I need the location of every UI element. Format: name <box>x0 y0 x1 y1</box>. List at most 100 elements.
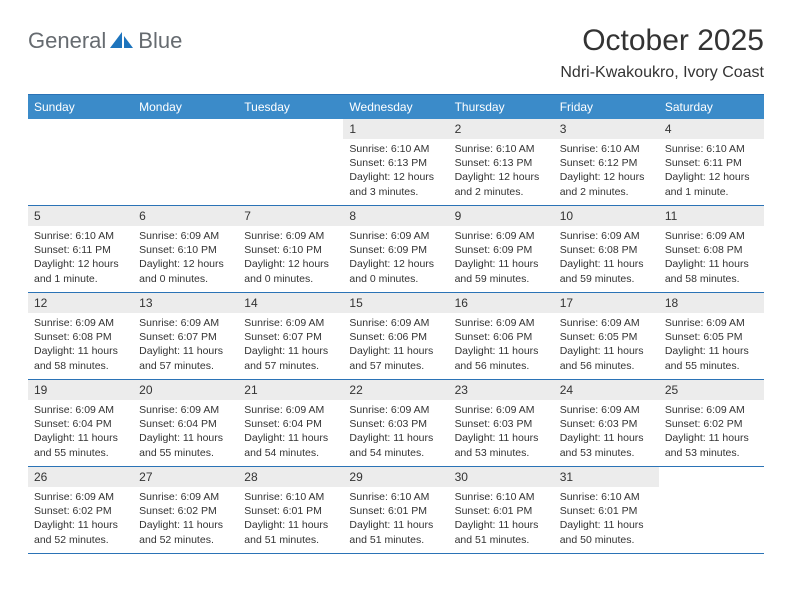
header: General Blue October 2025 Ndri-Kwakoukro… <box>28 24 764 82</box>
calendar-day: 24 Sunrise: 6:09 AMSunset: 6:03 PMDayligh… <box>554 380 659 466</box>
calendar-day: 7Sunrise: 6:09 AMSunset: 6:10 PMDaylight… <box>238 206 343 292</box>
day-number-row: 26 <box>28 467 133 487</box>
day-details: Sunrise: 6:09 AMSunset: 6:02 PMDaylight:… <box>659 400 764 460</box>
sunset-text: Sunset: 6:05 PM <box>665 330 758 344</box>
sunrise-text: Sunrise: 6:09 AM <box>139 316 232 330</box>
day-details: Sunrise: 6:09 AMSunset: 6:08 PMDaylight:… <box>554 226 659 286</box>
daylight-text: Daylight: 12 hours and 2 minutes. <box>560 170 653 198</box>
brand-sail-icon <box>110 32 136 50</box>
calendar-day: 9Sunrise: 6:09 AMSunset: 6:09 PMDaylight… <box>449 206 554 292</box>
calendar-day: 11Sunrise: 6:09 AMSunset: 6:08 PMDayligh… <box>659 206 764 292</box>
day-details: Sunrise: 6:10 AMSunset: 6:13 PMDaylight:… <box>449 139 554 199</box>
day-number-row: 16 <box>449 293 554 313</box>
day-number: 30 <box>455 470 548 484</box>
calendar-day: 5 Sunrise: 6:10 AMSunset: 6:11 PMDaylight… <box>28 206 133 292</box>
day-details: Sunrise: 6:09 AMSunset: 6:08 PMDaylight:… <box>28 313 133 373</box>
sunrise-text: Sunrise: 6:09 AM <box>349 316 442 330</box>
day-number: 24 <box>560 383 653 397</box>
title-block: October 2025 Ndri-Kwakoukro, Ivory Coast <box>560 24 764 82</box>
calendar-day-blank <box>238 119 343 205</box>
day-number: 23 <box>455 383 548 397</box>
page-subtitle: Ndri-Kwakoukro, Ivory Coast <box>560 64 764 82</box>
weekday-sunday: Sunday <box>28 95 133 119</box>
day-number-row: 11 <box>659 206 764 226</box>
daylight-text: Daylight: 12 hours and 0 minutes. <box>349 257 442 285</box>
daylight-text: Daylight: 11 hours and 55 minutes. <box>34 431 127 459</box>
sunrise-text: Sunrise: 6:10 AM <box>34 229 127 243</box>
daylight-text: Daylight: 12 hours and 0 minutes. <box>244 257 337 285</box>
calendar-day: 19Sunrise: 6:09 AMSunset: 6:04 PMDayligh… <box>28 380 133 466</box>
calendar-day: 8Sunrise: 6:09 AMSunset: 6:09 PMDaylight… <box>343 206 448 292</box>
calendar-day: 10Sunrise: 6:09 AMSunset: 6:08 PMDayligh… <box>554 206 659 292</box>
day-number: 27 <box>139 470 232 484</box>
day-details: Sunrise: 6:10 AMSunset: 6:01 PMDaylight:… <box>238 487 343 547</box>
daylight-text: Daylight: 11 hours and 55 minutes. <box>139 431 232 459</box>
sunset-text: Sunset: 6:07 PM <box>244 330 337 344</box>
daylight-text: Daylight: 11 hours and 58 minutes. <box>34 344 127 372</box>
day-number-row: 27 <box>133 467 238 487</box>
daylight-text: Daylight: 11 hours and 54 minutes. <box>349 431 442 459</box>
calendar-week: 5Sunrise: 6:10 AMSunset: 6:11 PMDaylight… <box>28 206 764 293</box>
weekday-monday: Monday <box>133 95 238 119</box>
day-details: Sunrise: 6:10 AMSunset: 6:12 PMDaylight:… <box>554 139 659 199</box>
calendar-week: 12Sunrise: 6:09 AMSunset: 6:08 PMDayligh… <box>28 293 764 380</box>
day-details: Sunrise: 6:09 AMSunset: 6:03 PMDaylight:… <box>343 400 448 460</box>
sunset-text: Sunset: 6:09 PM <box>455 243 548 257</box>
day-details: Sunrise: 6:09 AMSunset: 6:09 PMDaylight:… <box>449 226 554 286</box>
calendar-day: 4Sunrise: 6:10 AMSunset: 6:11 PMDaylight… <box>659 119 764 205</box>
daylight-text: Daylight: 11 hours and 59 minutes. <box>455 257 548 285</box>
day-details: Sunrise: 6:09 AMSunset: 6:02 PMDaylight:… <box>28 487 133 547</box>
sunrise-text: Sunrise: 6:09 AM <box>244 403 337 417</box>
sunset-text: Sunset: 6:08 PM <box>665 243 758 257</box>
day-number: 28 <box>244 470 337 484</box>
calendar-day: 23Sunrise: 6:09 AMSunset: 6:03 PMDayligh… <box>449 380 554 466</box>
sunrise-text: Sunrise: 6:09 AM <box>349 229 442 243</box>
sunrise-text: Sunrise: 6:10 AM <box>455 142 548 156</box>
daylight-text: Daylight: 12 hours and 3 minutes. <box>349 170 442 198</box>
sunrise-text: Sunrise: 6:10 AM <box>244 490 337 504</box>
day-number-row: 14 <box>238 293 343 313</box>
sunset-text: Sunset: 6:01 PM <box>560 504 653 518</box>
day-number-row: 17 <box>554 293 659 313</box>
calendar-day: 17Sunrise: 6:09 AMSunset: 6:05 PMDayligh… <box>554 293 659 379</box>
day-details: Sunrise: 6:10 AMSunset: 6:11 PMDaylight:… <box>28 226 133 286</box>
day-number: 1 <box>349 122 442 136</box>
day-number-row: 25 <box>659 380 764 400</box>
sunrise-text: Sunrise: 6:09 AM <box>560 403 653 417</box>
sunset-text: Sunset: 6:10 PM <box>139 243 232 257</box>
calendar-day: 28 Sunrise: 6:10 AMSunset: 6:01 PMDayligh… <box>238 467 343 553</box>
day-number-row: 13 <box>133 293 238 313</box>
day-number: 11 <box>665 209 758 223</box>
sunset-text: Sunset: 6:12 PM <box>560 156 653 170</box>
daylight-text: Daylight: 12 hours and 2 minutes. <box>455 170 548 198</box>
sunset-text: Sunset: 6:11 PM <box>34 243 127 257</box>
sunrise-text: Sunrise: 6:09 AM <box>455 403 548 417</box>
day-details: Sunrise: 6:09 AMSunset: 6:07 PMDaylight:… <box>133 313 238 373</box>
weekday-friday: Friday <box>554 95 659 119</box>
page-title: October 2025 <box>560 24 764 58</box>
calendar-day: 20Sunrise: 6:09 AMSunset: 6:04 PMDayligh… <box>133 380 238 466</box>
day-number-row: 6 <box>133 206 238 226</box>
sunrise-text: Sunrise: 6:10 AM <box>349 142 442 156</box>
day-number-row: 28 <box>238 467 343 487</box>
day-number: 17 <box>560 296 653 310</box>
day-details: Sunrise: 6:09 AMSunset: 6:09 PMDaylight:… <box>343 226 448 286</box>
day-number: 5 <box>34 209 127 223</box>
day-details: Sunrise: 6:09 AMSunset: 6:06 PMDaylight:… <box>449 313 554 373</box>
weekday-header-row: Sunday Monday Tuesday Wednesday Thursday… <box>28 95 764 119</box>
daylight-text: Daylight: 11 hours and 59 minutes. <box>560 257 653 285</box>
sunset-text: Sunset: 6:13 PM <box>349 156 442 170</box>
day-details: Sunrise: 6:09 AMSunset: 6:04 PMDaylight:… <box>133 400 238 460</box>
day-number: 25 <box>665 383 758 397</box>
sunrise-text: Sunrise: 6:10 AM <box>560 142 653 156</box>
sunrise-text: Sunrise: 6:09 AM <box>665 403 758 417</box>
calendar-day: 25 Sunrise: 6:09 AMSunset: 6:02 PMDayligh… <box>659 380 764 466</box>
day-details: Sunrise: 6:09 AMSunset: 6:03 PMDaylight:… <box>554 400 659 460</box>
calendar-day-blank <box>659 467 764 553</box>
day-number-row: 31 <box>554 467 659 487</box>
day-number-row: 22 <box>343 380 448 400</box>
day-details: Sunrise: 6:10 AMSunset: 6:01 PMDaylight:… <box>554 487 659 547</box>
sunrise-text: Sunrise: 6:09 AM <box>455 229 548 243</box>
weekday-saturday: Saturday <box>659 95 764 119</box>
daylight-text: Daylight: 11 hours and 53 minutes. <box>665 431 758 459</box>
